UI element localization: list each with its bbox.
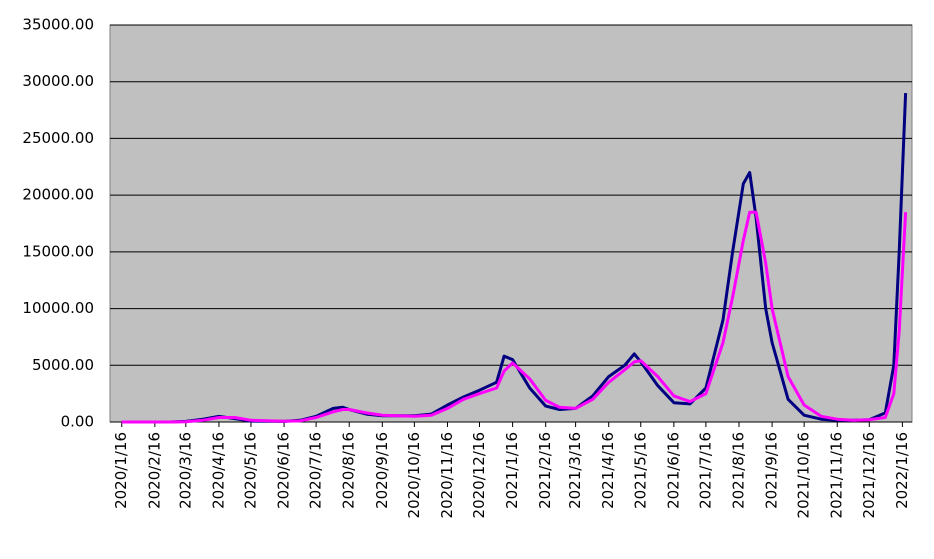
x-tick-label: 2021/3/16 [566, 432, 584, 509]
x-tick-label: 2020/4/16 [209, 432, 227, 509]
x-tick-label: 2021/1/16 [503, 432, 521, 509]
y-tick-label: 30000.00 [22, 72, 94, 90]
x-tick-label: 2020/8/16 [340, 432, 358, 509]
x-tick-label: 2021/6/16 [664, 432, 682, 509]
y-tick-label: 20000.00 [22, 186, 94, 204]
x-tick-label: 2021/12/16 [860, 432, 878, 518]
x-tick-label: 2020/2/16 [145, 432, 163, 509]
x-tick-label: 2020/3/16 [176, 432, 194, 509]
plot-area [109, 24, 913, 423]
x-tick-label: 2021/11/16 [828, 432, 846, 518]
x-tick-label: 2020/9/16 [373, 432, 391, 509]
series-line [121, 210, 908, 424]
y-tick-label: 5000.00 [32, 356, 94, 374]
x-tick-label: 2021/2/16 [536, 432, 554, 509]
x-tick-label: 2020/1/16 [112, 432, 130, 509]
x-tick-label: 2020/11/16 [438, 432, 456, 518]
x-tick-label: 2021/9/16 [763, 432, 781, 509]
x-tick-label: 2020/6/16 [275, 432, 293, 509]
y-tick-label: 15000.00 [22, 242, 94, 260]
x-tick-label: 2020/5/16 [241, 432, 259, 509]
x-tick-label: 2021/4/16 [599, 432, 617, 509]
x-tick-label: 2021/8/16 [729, 432, 747, 509]
y-tick-label: 0.00 [61, 413, 94, 431]
x-tick-label: 2021/7/16 [696, 432, 714, 509]
x-tick-label: 2022/1/16 [893, 432, 911, 509]
x-tick-label: 2021/5/16 [631, 432, 649, 509]
y-tick-label: 35000.00 [22, 16, 94, 34]
x-tick-label: 2020/10/16 [405, 432, 423, 518]
x-tick-label: 2020/7/16 [307, 432, 325, 509]
x-tick-label: 2021/10/16 [795, 432, 813, 518]
y-tick-label: 10000.00 [22, 299, 94, 317]
x-tick-label: 2020/12/16 [470, 432, 488, 518]
y-tick-label: 25000.00 [22, 129, 94, 147]
